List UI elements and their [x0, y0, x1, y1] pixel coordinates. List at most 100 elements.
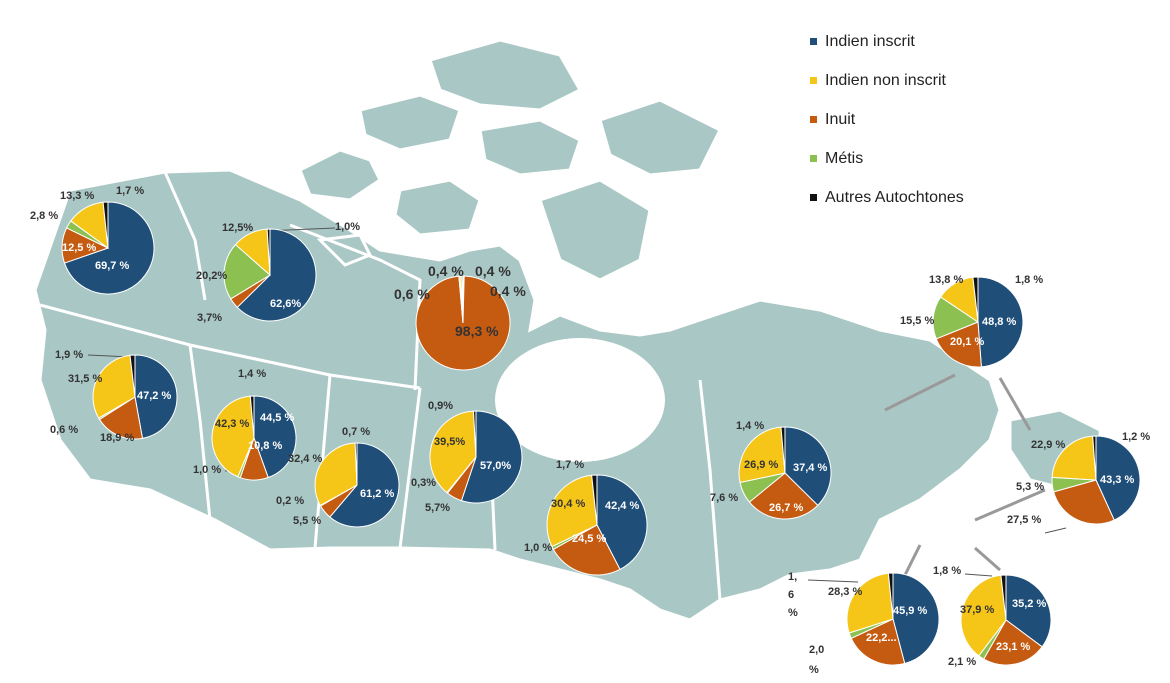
pie-slice-yukon-0: [63, 201, 155, 295]
label-lab-non-registered: 13,8 %: [929, 274, 964, 286]
label-nf-other: 1,2 %: [1122, 431, 1151, 443]
label-sk-non-registered: 32,4 %: [288, 453, 323, 465]
label-bc-non-registered: 31,5 %: [68, 373, 103, 385]
label-ns-non-registered: 37,9 %: [960, 604, 995, 616]
pie-slice-manitoba-0: [460, 410, 523, 504]
pie-slice-alberta-1: [211, 395, 255, 478]
label-ab-non-registered: 42,3 %: [215, 418, 250, 430]
pie-slice-nova-scotia-2: [983, 619, 1043, 666]
legend-swatch: [810, 38, 817, 45]
legend-swatch: [810, 77, 817, 84]
label-ab-other: 1,4 %: [238, 368, 267, 380]
pie-slice-alberta-0: [253, 395, 297, 479]
pie-slice-manitoba-4: [472, 410, 477, 458]
pie-saskatchewan: [314, 442, 400, 528]
arctic-island: [598, 98, 723, 177]
legend-item-non-registered-indian: Indien non inscrit: [810, 61, 1150, 100]
label-line-nl: [1044, 527, 1067, 534]
arctic-island: [538, 178, 652, 282]
label-on-inuit: 24,5 %: [572, 533, 607, 545]
label-ns-registered: 35,2 %: [1012, 598, 1047, 610]
pie-slice-new-brunswick-2: [850, 618, 906, 666]
label-on-registered: 42,4 %: [605, 500, 640, 512]
label-yukon-registered: 69,7 %: [95, 260, 130, 272]
pie-labrador: [932, 276, 1024, 368]
label-nunavut-metis: 0,4 %: [475, 263, 511, 279]
pie-slice-labrador-0: [977, 276, 1024, 368]
leader-lines: [884, 373, 1046, 576]
pie-slice-quebec-1: [738, 426, 786, 484]
pie-slice-bc-0: [134, 354, 178, 439]
pie-new-brunswick: [846, 572, 940, 666]
border-ontario-quebec: [698, 379, 722, 601]
arctic-island: [298, 148, 382, 202]
pie-slice-newfoundland-4: [1092, 435, 1097, 481]
legend-label: Autres Autochtones: [825, 188, 964, 206]
pie-slice-ontario-2: [552, 524, 621, 576]
pie-slice-saskatchewan-1: [314, 442, 358, 507]
pie-quebec: [738, 426, 832, 520]
label-ab-registered: 44,5 %: [260, 412, 295, 424]
label-lab-other: 1,8 %: [1015, 274, 1044, 286]
arctic-island: [428, 38, 583, 112]
border-yukon-nwt: [163, 171, 207, 301]
legend-label: Inuit: [825, 110, 856, 128]
pie-slice-labrador-2: [935, 321, 982, 368]
pie-newfoundland: [1051, 435, 1141, 525]
pie-slice-ontario-4: [591, 474, 598, 526]
legend-swatch: [810, 116, 817, 123]
label-line-ns: [964, 573, 993, 577]
label-nb-other: 1, 6 %: [788, 571, 798, 619]
pie-slice-nova-scotia-0: [1005, 574, 1052, 648]
legend-item-registered-indian: Indien inscrit: [810, 22, 1150, 61]
legend-item-inuit: Inuit: [810, 100, 1150, 139]
leader-ns: [974, 546, 1001, 572]
label-nunavut-registered: 0,4 %: [428, 263, 464, 279]
label-bc-registered: 47,2 %: [137, 390, 172, 402]
label-nwt-inuit: 3,7%: [197, 312, 223, 324]
label-sk-inuit: 5,5 %: [293, 515, 322, 527]
label-lab-registered: 48,8 %: [982, 316, 1017, 328]
label-nb-registered: 45,9 %: [893, 605, 928, 617]
legend-label: Métis: [825, 149, 864, 167]
label-nwt-non-registered: 12,5%: [222, 222, 254, 234]
pie-slice-alberta-4: [249, 395, 255, 439]
pie-slice-bc-1: [92, 354, 136, 419]
pie-slice-quebec-2: [748, 472, 819, 520]
label-sk-other: 0,7 %: [342, 426, 371, 438]
legend-label: Indien inscrit: [825, 32, 915, 50]
pie-slice-newfoundland-1: [1051, 435, 1097, 481]
label-nwt-registered: 62,6%: [270, 298, 302, 310]
pie-slice-nwt-3: [223, 243, 271, 300]
pie-slice-nova-scotia-1: [960, 574, 1007, 657]
legend-item-other-aboriginal: Autres Autochtones: [810, 178, 1150, 217]
label-qc-metis: 7,6 %: [710, 492, 739, 504]
label-bc-inuit: 18,9 %: [100, 432, 135, 444]
pie-slice-newfoundland-2: [1053, 479, 1115, 525]
leader-nl-2: [974, 488, 1046, 522]
pie-slice-nova-scotia-4: [1000, 574, 1007, 621]
pie-slice-saskatchewan-0: [329, 442, 400, 528]
label-sk-registered: 61,2 %: [360, 488, 395, 500]
label-qc-other: 1,4 %: [736, 420, 765, 432]
pie-charts: [61, 201, 1141, 666]
label-nunavut-inuit: 98,3 %: [455, 323, 499, 339]
arctic-island: [393, 178, 482, 237]
pie-bc: [92, 354, 178, 440]
pie-nova-scotia: [960, 574, 1052, 666]
label-nwt-other: 1,0%: [335, 221, 361, 233]
pie-slice-new-brunswick-1: [846, 572, 894, 634]
pie-slice-quebec-4: [780, 426, 786, 474]
pie-slice-nwt-4: [266, 228, 271, 276]
label-ab-metis: 1,0 %: [193, 464, 222, 476]
leader-newfoundland: [998, 377, 1032, 431]
label-yukon-metis: 2,8 %: [30, 210, 59, 222]
label-mb-inuit: 5,7%: [425, 502, 451, 514]
label-bc-metis: 0,6 %: [50, 424, 79, 436]
legend-swatch: [810, 155, 817, 162]
label-nf-inuit: 27,5 %: [1007, 514, 1042, 526]
pie-slice-ontario-0: [596, 474, 648, 571]
label-yukon-inuit: 12,5 %: [62, 242, 97, 254]
label-nf-registered: 43,3 %: [1100, 474, 1135, 486]
label-qc-non-registered: 26,9 %: [744, 459, 779, 471]
